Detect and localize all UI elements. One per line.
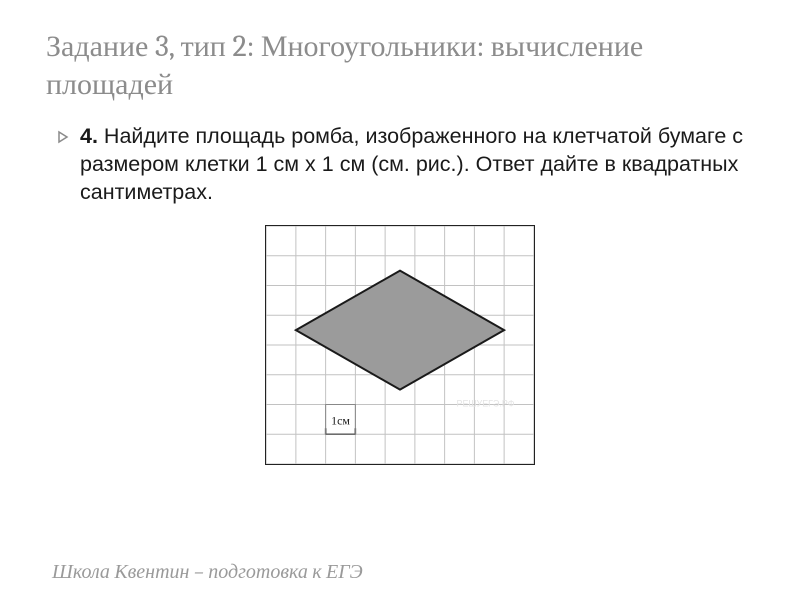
grid-figure: 1см РЕШУЕГЭ.РФ xyxy=(265,225,535,465)
slide: Задание 3, тип 2: Многоугольники: вычисл… xyxy=(0,0,800,600)
problem-body: Найдите площадь ромба, изображенного на … xyxy=(80,124,743,204)
svg-text:1см: 1см xyxy=(331,414,350,428)
problem-row: 4. Найдите площадь ромба, изображенного … xyxy=(46,123,754,207)
figure-container: 1см РЕШУЕГЭ.РФ xyxy=(46,225,754,465)
problem-text: 4. Найдите площадь ромба, изображенного … xyxy=(80,123,754,207)
slide-footer: Школа Квентин – подготовка к ЕГЭ xyxy=(46,560,754,584)
slide-title: Задание 3, тип 2: Многоугольники: вычисл… xyxy=(46,28,754,103)
svg-text:РЕШУЕГЭ.РФ: РЕШУЕГЭ.РФ xyxy=(457,398,515,408)
bullet-icon xyxy=(56,130,70,144)
problem-number: 4. xyxy=(80,124,98,148)
